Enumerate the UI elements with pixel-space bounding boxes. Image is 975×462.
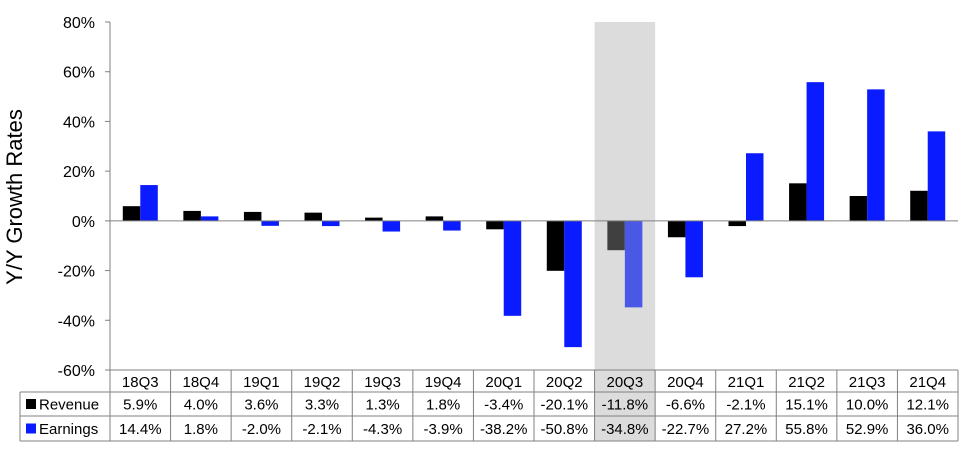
y-tick-label: -60% (58, 363, 95, 380)
bar-revenue-20Q1 (486, 220, 504, 230)
bar-earnings-18Q3 (140, 185, 158, 221)
bar-earnings-20Q4 (685, 220, 703, 278)
bar-revenue-18Q3 (122, 206, 141, 221)
bar-revenue-19Q1 (243, 211, 262, 221)
data-label-revenue: 10.0% (846, 397, 889, 414)
data-label-earnings: -2.1% (302, 421, 341, 438)
legend-swatch-earnings (26, 423, 36, 434)
category-label: 20Q2 (546, 374, 583, 391)
data-label-revenue: -3.4% (484, 397, 523, 414)
category-label: 19Q4 (425, 374, 462, 391)
data-label-revenue: 3.3% (305, 397, 339, 414)
bar-earnings-21Q4 (927, 131, 946, 221)
y-tick-label: 20% (63, 164, 95, 181)
data-label-revenue: -11.8% (602, 397, 648, 414)
bar-revenue-19Q2 (304, 212, 322, 221)
data-label-earnings: 36.0% (906, 421, 949, 438)
data-label-revenue: -6.6% (666, 397, 705, 414)
legend-swatch-revenue (26, 399, 36, 409)
data-label-earnings: 52.9% (846, 421, 889, 438)
data-label-earnings: -2.0% (242, 421, 281, 438)
bar-revenue-21Q2 (789, 183, 807, 221)
category-label: 21Q4 (909, 374, 946, 391)
category-label: 21Q3 (849, 374, 886, 391)
data-label-earnings: -3.9% (424, 421, 463, 438)
data-label-revenue: 1.3% (365, 397, 399, 414)
data-label-revenue: 1.8% (426, 397, 460, 414)
y-tick-label: 60% (63, 65, 95, 82)
bar-earnings-19Q2 (322, 220, 340, 227)
category-label: 19Q3 (364, 374, 401, 391)
category-label: 21Q2 (788, 374, 825, 391)
bar-revenue-21Q4 (910, 190, 928, 221)
y-axis-label: Y/Y Growth Rates (2, 109, 27, 285)
y-tick-label: 40% (63, 114, 95, 131)
y-tick-label: -40% (58, 313, 95, 330)
bar-revenue-20Q4 (667, 220, 686, 238)
data-label-earnings: -22.7% (662, 421, 710, 438)
bar-earnings-19Q1 (261, 220, 279, 226)
category-label: 20Q3 (607, 374, 644, 391)
data-label-earnings: -4.3% (363, 421, 402, 438)
bar-revenue-20Q3 (607, 220, 625, 251)
bar-earnings-19Q3 (382, 220, 401, 232)
bar-revenue-18Q4 (183, 210, 201, 221)
legend-label-earnings: Earnings (39, 421, 98, 438)
data-label-earnings: 1.8% (184, 421, 218, 438)
y-tick-label: 80% (63, 15, 95, 32)
data-label-revenue: -2.1% (726, 397, 765, 414)
data-label-earnings: 55.8% (785, 421, 828, 438)
data-label-earnings: -50.8% (541, 421, 589, 438)
bar-earnings-21Q2 (806, 82, 825, 221)
data-label-earnings: -34.8% (601, 421, 649, 438)
y-tick-label: 0% (72, 214, 95, 231)
bar-earnings-21Q1 (746, 153, 764, 221)
bar-revenue-19Q3 (365, 217, 383, 221)
bar-earnings-20Q3 (624, 220, 643, 308)
data-label-revenue: 4.0% (184, 397, 218, 414)
y-tick-label: -20% (58, 264, 95, 281)
data-label-earnings: 14.4% (119, 421, 162, 438)
data-label-earnings: -38.2% (480, 421, 528, 438)
legend-label-revenue: Revenue (39, 397, 99, 414)
bar-revenue-21Q3 (849, 196, 868, 221)
bar-revenue-19Q4 (425, 216, 444, 221)
bar-revenue-21Q1 (728, 220, 746, 227)
bar-earnings-19Q4 (443, 220, 461, 231)
data-label-earnings: 27.2% (725, 421, 768, 438)
data-label-revenue: 5.9% (123, 397, 157, 414)
bar-revenue-20Q2 (546, 220, 565, 271)
category-label: 19Q2 (304, 374, 341, 391)
bar-earnings-20Q1 (503, 220, 522, 316)
bar-earnings-20Q2 (564, 220, 582, 348)
category-label: 18Q3 (122, 374, 159, 391)
data-label-revenue: 12.1% (906, 397, 949, 414)
category-label: 19Q1 (243, 374, 280, 391)
category-label: 20Q1 (485, 374, 522, 391)
data-label-revenue: -20.1% (541, 397, 589, 414)
bar-earnings-18Q4 (200, 216, 219, 221)
category-label: 20Q4 (667, 374, 704, 391)
category-label: 18Q4 (183, 374, 220, 391)
data-label-revenue: 3.6% (244, 397, 278, 414)
bar-earnings-21Q3 (867, 89, 885, 221)
category-label: 21Q1 (728, 374, 765, 391)
data-label-revenue: 15.1% (785, 397, 828, 414)
